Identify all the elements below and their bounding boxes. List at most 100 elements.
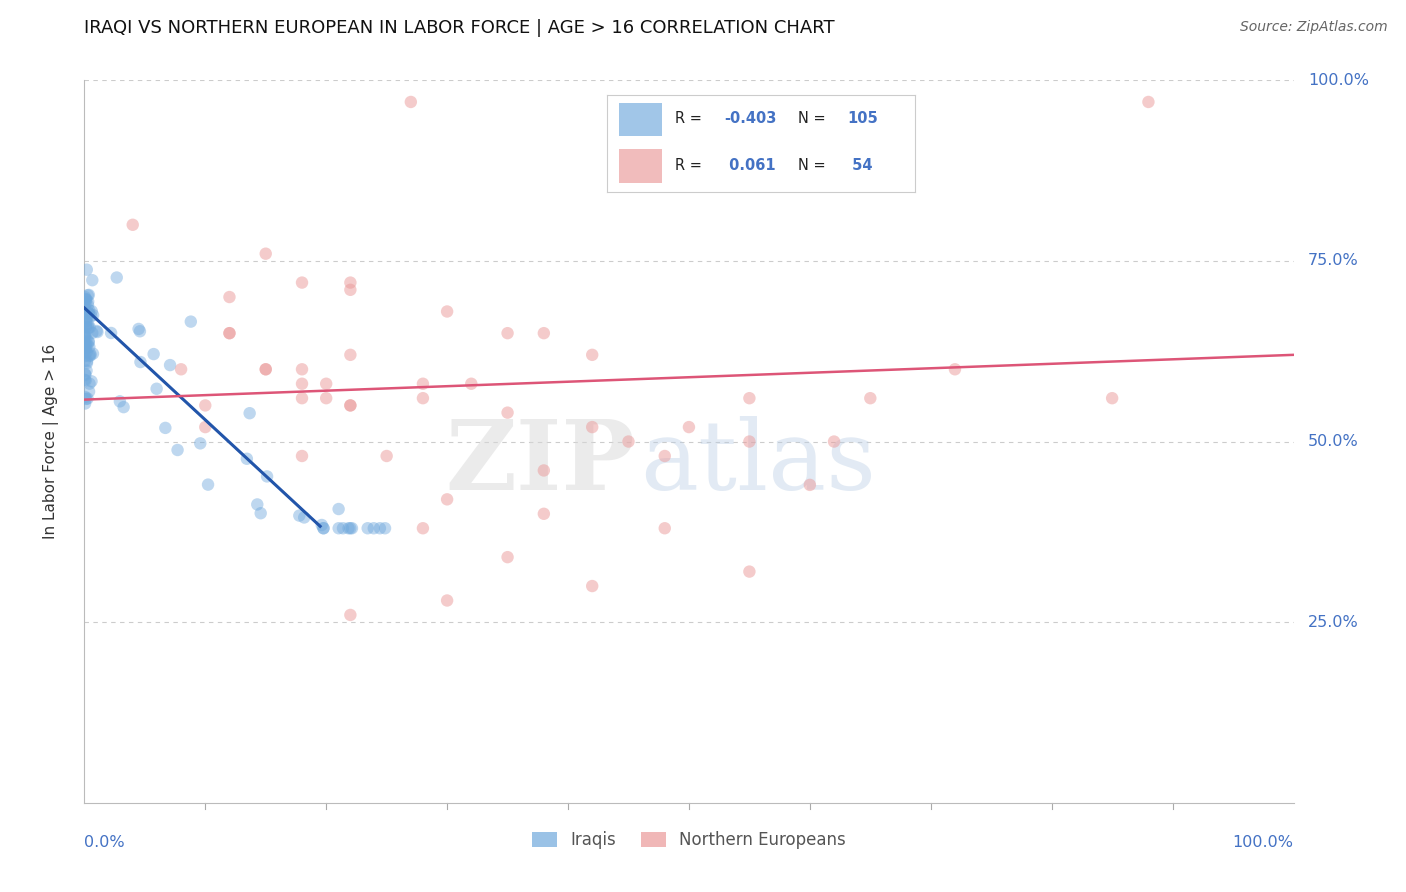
Point [581,579,603,593]
Point [859,391,882,405]
Point [339,398,361,412]
Point [180,315,202,329]
Point [77,288,100,302]
Point [82,273,104,287]
Point [75,392,97,406]
Point [75,337,97,351]
Text: IRAQI VS NORTHERN EUROPEAN IN LABOR FORCE | AGE > 16 CORRELATION CHART: IRAQI VS NORTHERN EUROPEAN IN LABOR FORC… [84,19,835,37]
Point [76,392,98,406]
Point [340,521,363,535]
Point [86,325,108,339]
Text: Source: ZipAtlas.com: Source: ZipAtlas.com [1240,20,1388,34]
Point [581,420,603,434]
Point [82,326,104,340]
Point [121,218,143,232]
Point [77,349,100,363]
Point [339,276,361,290]
Point [80,309,103,323]
Point [239,406,262,420]
Point [79,348,101,362]
Point [80,304,103,318]
Point [75,292,97,306]
Point [368,521,391,535]
Point [76,345,98,359]
Point [75,338,97,352]
Point [197,477,219,491]
Point [77,334,100,348]
Point [339,348,361,362]
Point [76,310,98,325]
Point [76,310,98,325]
Point [315,376,337,391]
Point [76,331,98,345]
Point [339,521,361,535]
Point [73,329,96,343]
Point [312,521,335,535]
Text: 0.0%: 0.0% [84,835,125,850]
Point [76,363,98,377]
Point [75,341,97,355]
Point [246,498,269,512]
Point [75,290,97,304]
Point [496,326,519,340]
Point [654,521,676,535]
Point [77,298,100,312]
Point [75,396,97,410]
Point [112,400,135,414]
Point [80,374,103,388]
Point [460,376,482,391]
Point [73,373,96,387]
Point [311,518,333,533]
Point [533,507,555,521]
Point [363,521,385,535]
Point [166,442,188,457]
Point [436,593,458,607]
Point [288,508,311,523]
Legend: Iraqis, Northern Europeans: Iraqis, Northern Europeans [526,824,852,856]
Point [315,391,337,405]
Point [738,565,761,579]
Point [374,521,396,535]
Point [328,521,350,535]
Point [339,283,361,297]
Point [218,290,240,304]
Point [292,510,315,524]
Text: 50.0%: 50.0% [1308,434,1358,449]
Point [75,328,97,343]
Point [77,318,100,332]
Point [218,326,240,340]
Point [79,347,101,361]
Text: 100.0%: 100.0% [1308,73,1369,87]
Point [254,362,277,376]
Point [194,420,217,434]
Point [73,336,96,351]
Point [75,320,97,334]
Point [142,347,165,361]
Point [75,342,97,356]
Point [82,308,104,322]
Point [73,329,96,343]
Point [86,324,108,338]
Point [155,421,177,435]
Text: ZIP: ZIP [446,417,634,510]
Point [399,95,422,109]
Point [496,406,519,420]
Point [76,306,98,320]
Point [254,362,277,376]
Point [375,449,398,463]
Point [73,349,96,363]
Point [77,306,100,320]
Point [73,334,96,348]
Point [79,340,101,354]
Point [291,276,314,290]
Point [339,607,361,622]
Point [76,356,98,370]
Point [581,348,603,362]
Point [436,304,458,318]
Point [75,293,97,307]
Point [1101,391,1123,405]
Point [75,390,97,404]
Point [77,303,100,318]
Point [256,469,278,483]
Point [75,368,97,382]
